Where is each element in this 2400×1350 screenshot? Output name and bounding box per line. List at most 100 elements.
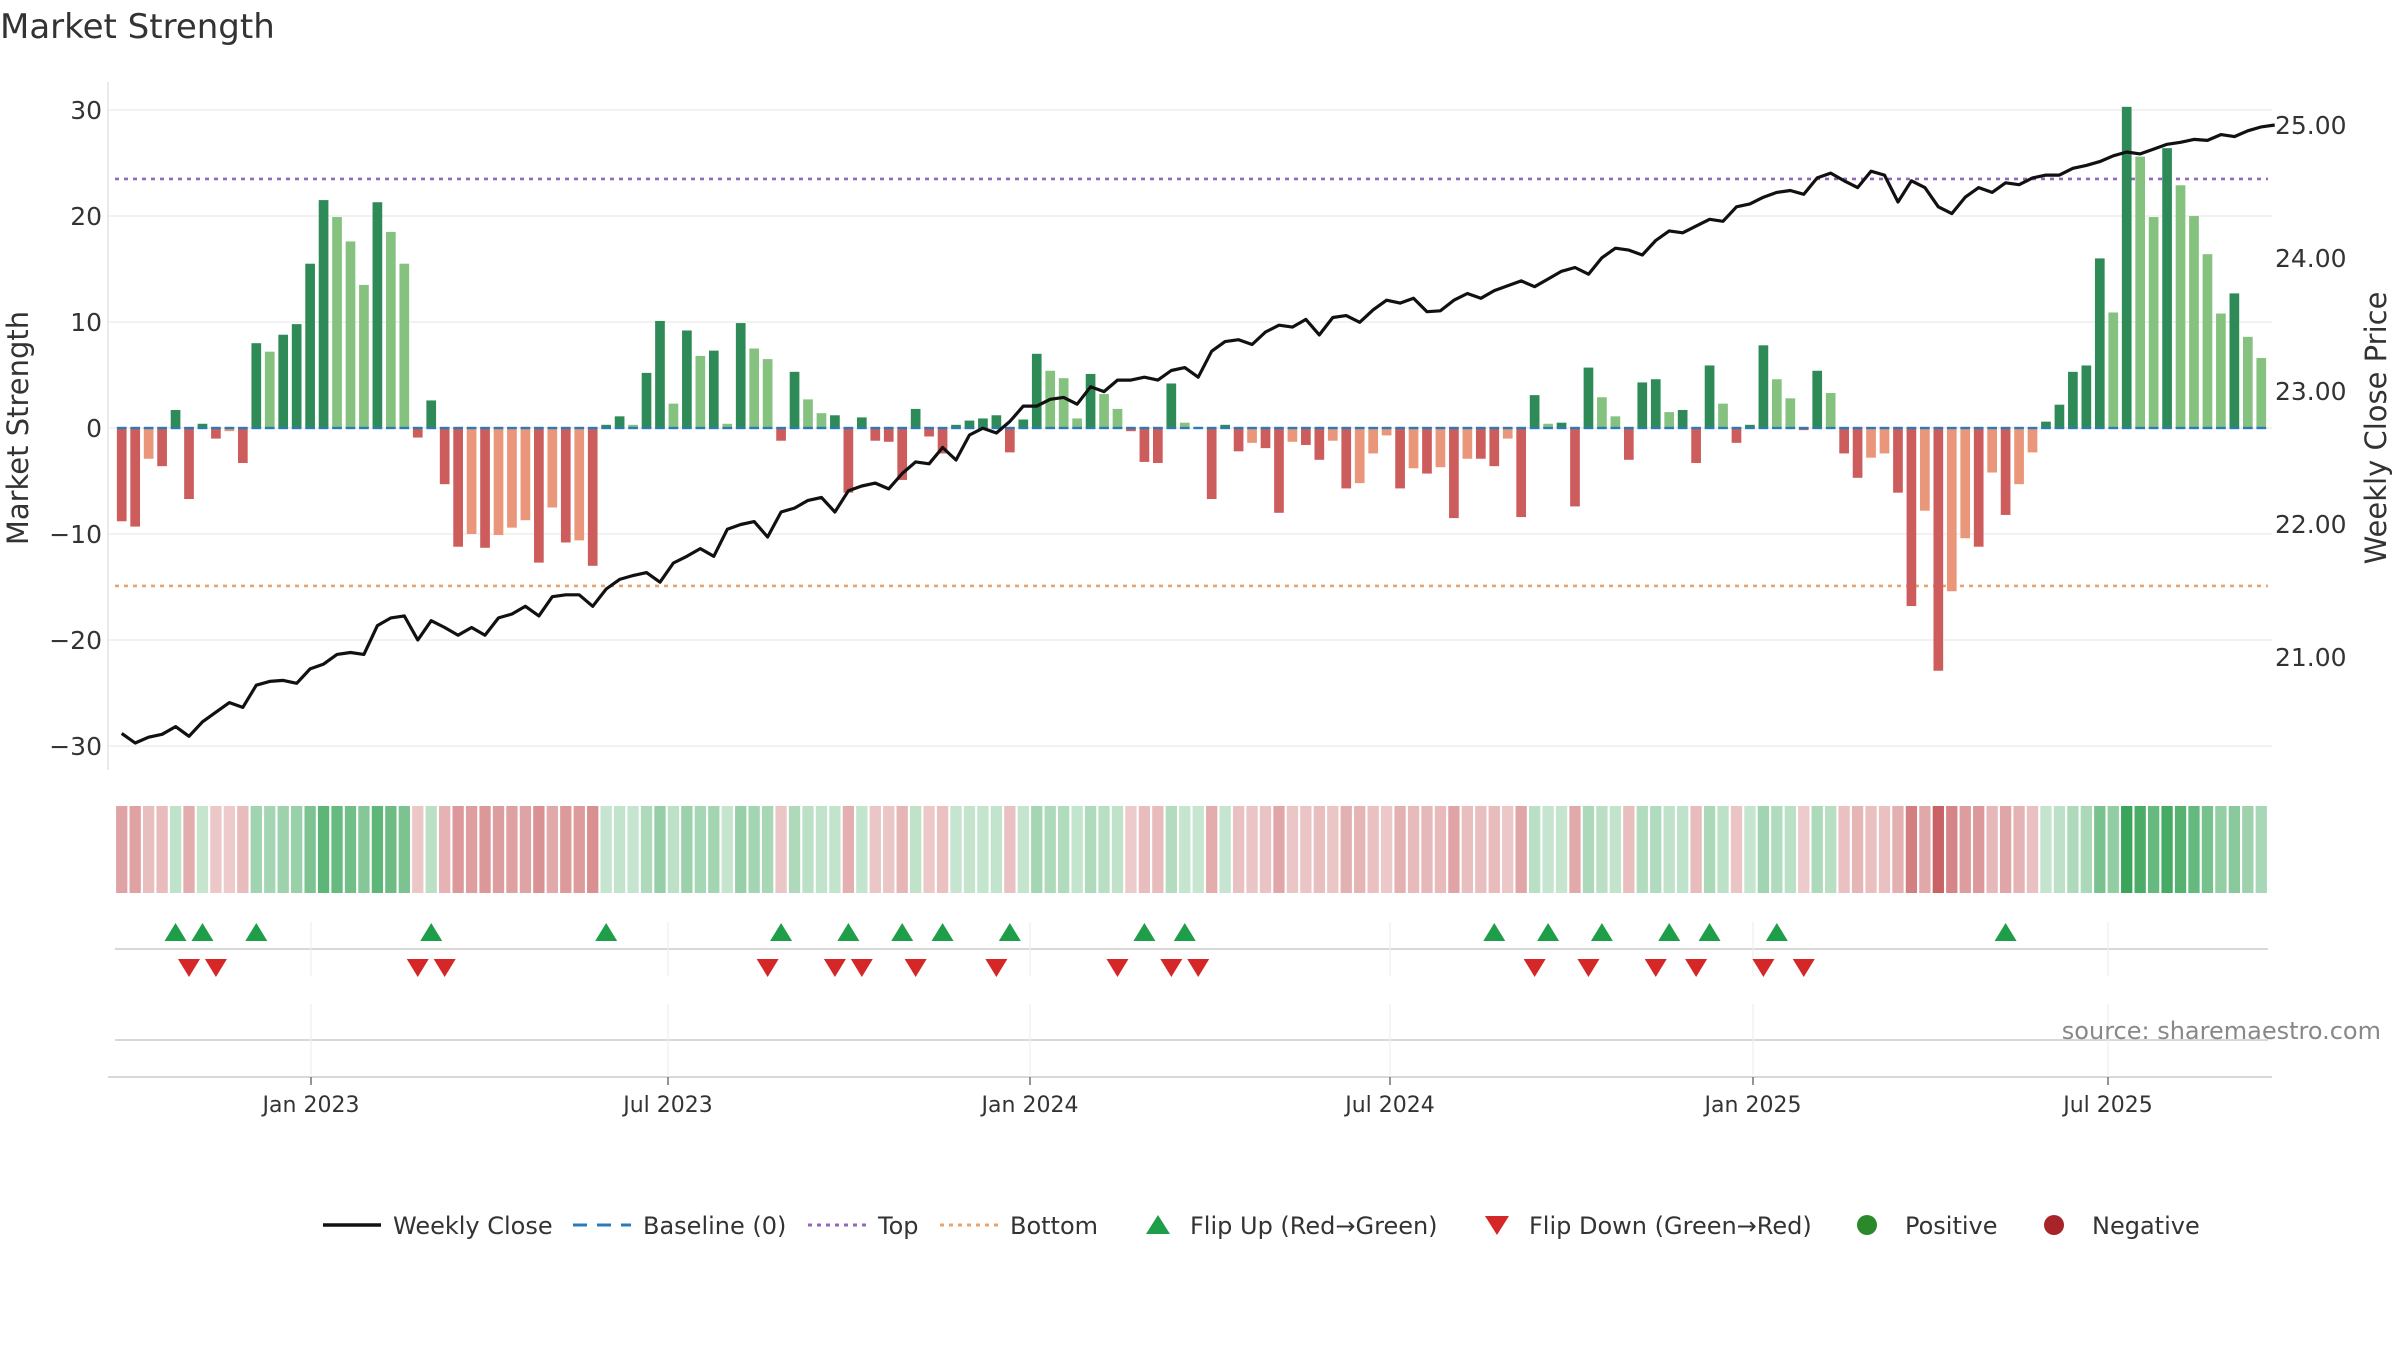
strength-bar-51 [803,399,813,428]
flip-down-marker-16 [1752,959,1775,977]
strip-cell-149 [2121,806,2133,893]
strip-cell-159 [2255,806,2267,893]
flip-up-marker-14 [1590,923,1613,941]
strength-bar-74 [1112,408,1123,428]
strength-bar-83 [1233,428,1244,452]
strip-cell-92 [1354,806,1366,893]
strip-cell-97 [1421,806,1433,893]
left-tick-label-3: 0 [86,414,102,443]
strip-cell-108 [1569,806,1581,893]
legend-label-0: Weekly Close [393,1212,553,1240]
legend: Weekly Close Baseline (0) Top Bottom Flip Up… [323,1212,2200,1240]
strip-cell-93 [1367,806,1379,893]
flip-up-marker-1 [191,923,214,941]
strip-cell-121 [1744,806,1756,893]
strength-bar-66 [1004,428,1015,453]
strip-cell-126 [1811,806,1823,893]
flip-down-marker-0 [178,959,201,977]
strength-bar-88 [1301,428,1311,445]
strength-bar-100 [1462,428,1473,459]
strip-cell-34 [573,806,585,893]
x-tick-label-0: Jan 2023 [261,1093,360,1118]
strength-bar-159 [2256,358,2267,428]
right-tick-label-4: 21.00 [2275,643,2347,672]
strip-cell-6 [196,806,209,893]
strength-bar-151 [2148,217,2159,428]
strip-cell-111 [1609,806,1622,893]
strength-bar-92 [1354,428,1365,484]
strip-cell-100 [1461,806,1474,893]
strength-bar-155 [2202,254,2213,428]
strip-cell-44 [708,806,720,893]
strength-bar-47 [749,348,760,428]
strip-cell-25 [452,806,464,893]
strip-cell-117 [1690,806,1702,893]
strip-cell-40 [654,806,666,893]
strip-cell-89 [1313,806,1325,893]
strength-bar-105 [1529,395,1540,428]
flip-down-marker-10 [1160,959,1183,977]
strip-cell-39 [640,806,653,893]
strength-bar-18 [359,284,369,428]
strength-bar-4 [170,409,181,428]
strength-bar-130 [1866,428,1876,458]
strip-cell-148 [2107,806,2119,893]
strip-cell-91 [1340,806,1352,893]
strength-bar-116 [1677,409,1688,428]
strip-cell-70 [1058,806,1070,893]
strength-bar-142 [2027,428,2038,453]
strength-bar-75 [1126,428,1136,432]
strength-bar-61 [937,428,948,454]
strip-cell-115 [1663,806,1675,893]
strength-bar-84 [1247,428,1257,443]
x-tick-label-2: Jan 2024 [980,1093,1079,1118]
strip-cell-49 [775,806,787,893]
strip-cell-55 [856,806,868,893]
flip-down-marker-2 [406,959,429,977]
strip-cell-136 [1946,806,1958,893]
strip-cell-65 [990,806,1003,893]
strip-cell-144 [2053,806,2066,893]
strip-cell-130 [1865,806,1877,893]
legend-swatch-4 [1146,1215,1170,1234]
strength-bar-64 [978,418,988,428]
strength-bar-34 [574,428,585,541]
strip-cell-134 [1919,806,1931,893]
strip-cell-9 [237,806,249,893]
legend-label-6: Positive [1905,1212,1998,1240]
flip-down-marker-7 [904,959,927,977]
strength-bar-17 [345,241,356,428]
strength-bar-128 [1839,428,1849,454]
strength-bar-3 [157,428,167,467]
flip-down-marker-1 [204,959,227,977]
strength-bar-62 [951,424,961,428]
strength-bar-54 [843,428,854,493]
strip-cell-84 [1246,806,1258,893]
strip-cell-155 [2201,806,2214,893]
strip-cell-35 [587,806,599,893]
strip-cell-152 [2161,806,2173,893]
legend-label-4: Flip Up (Red→Green) [1190,1212,1438,1240]
strip-cell-74 [1111,806,1124,893]
flip-up-marker-2 [245,923,268,941]
strength-bar-114 [1650,379,1661,428]
strip-cell-147 [2094,806,2106,893]
strength-bar-7 [211,428,221,439]
strength-bar-67 [1018,419,1029,428]
strength-bar-76 [1139,428,1150,462]
strength-bar-132 [1893,428,1903,493]
strength-bar-79 [1179,422,1190,428]
strength-bar-87 [1287,428,1298,442]
strength-bar-126 [1812,370,1823,428]
strength-bar-55 [856,417,867,428]
strength-bar-86 [1274,428,1284,513]
strength-bar-16 [332,217,342,428]
flip-down-marker-6 [850,959,873,977]
strength-bar-82 [1220,424,1230,428]
strip-cell-73 [1098,806,1110,893]
flip-down-marker-13 [1577,959,1600,977]
x-tick-label-4: Jan 2025 [1703,1093,1802,1118]
strength-bar-81 [1206,428,1217,500]
strip-cell-36 [600,806,612,893]
strip-cell-122 [1757,806,1770,893]
